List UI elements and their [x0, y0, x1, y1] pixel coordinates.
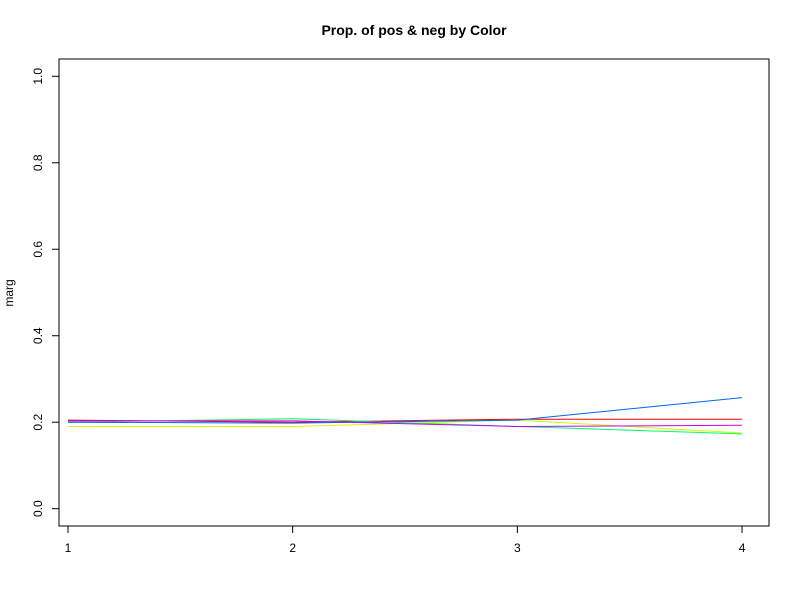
x-tick-label: 4: [739, 541, 746, 555]
series-line-4: [67, 397, 743, 424]
plot-frame: [58, 58, 770, 527]
y-axis-label: marg: [2, 279, 16, 306]
chart-title: Prop. of pos & neg by Color: [321, 22, 507, 38]
y-tick-label: 0.4: [31, 327, 45, 344]
y-tick-label: 1.0: [31, 68, 45, 85]
x-tick-label: 3: [514, 541, 521, 555]
y-tick-label: 0.0: [31, 500, 45, 517]
y-tick-label: 0.6: [31, 241, 45, 258]
x-tick-label: 2: [289, 541, 296, 555]
series-lines: [67, 397, 743, 435]
series-line-5: [68, 420, 743, 428]
y-tick-label: 0.8: [31, 154, 45, 171]
x-axis: 1 2 3 4: [65, 525, 746, 555]
y-tick-label: 0.2: [31, 414, 45, 431]
y-axis: 0.0 0.2 0.4 0.6 0.8 1.0: [31, 68, 60, 517]
x-tick-label: 1: [65, 541, 72, 555]
